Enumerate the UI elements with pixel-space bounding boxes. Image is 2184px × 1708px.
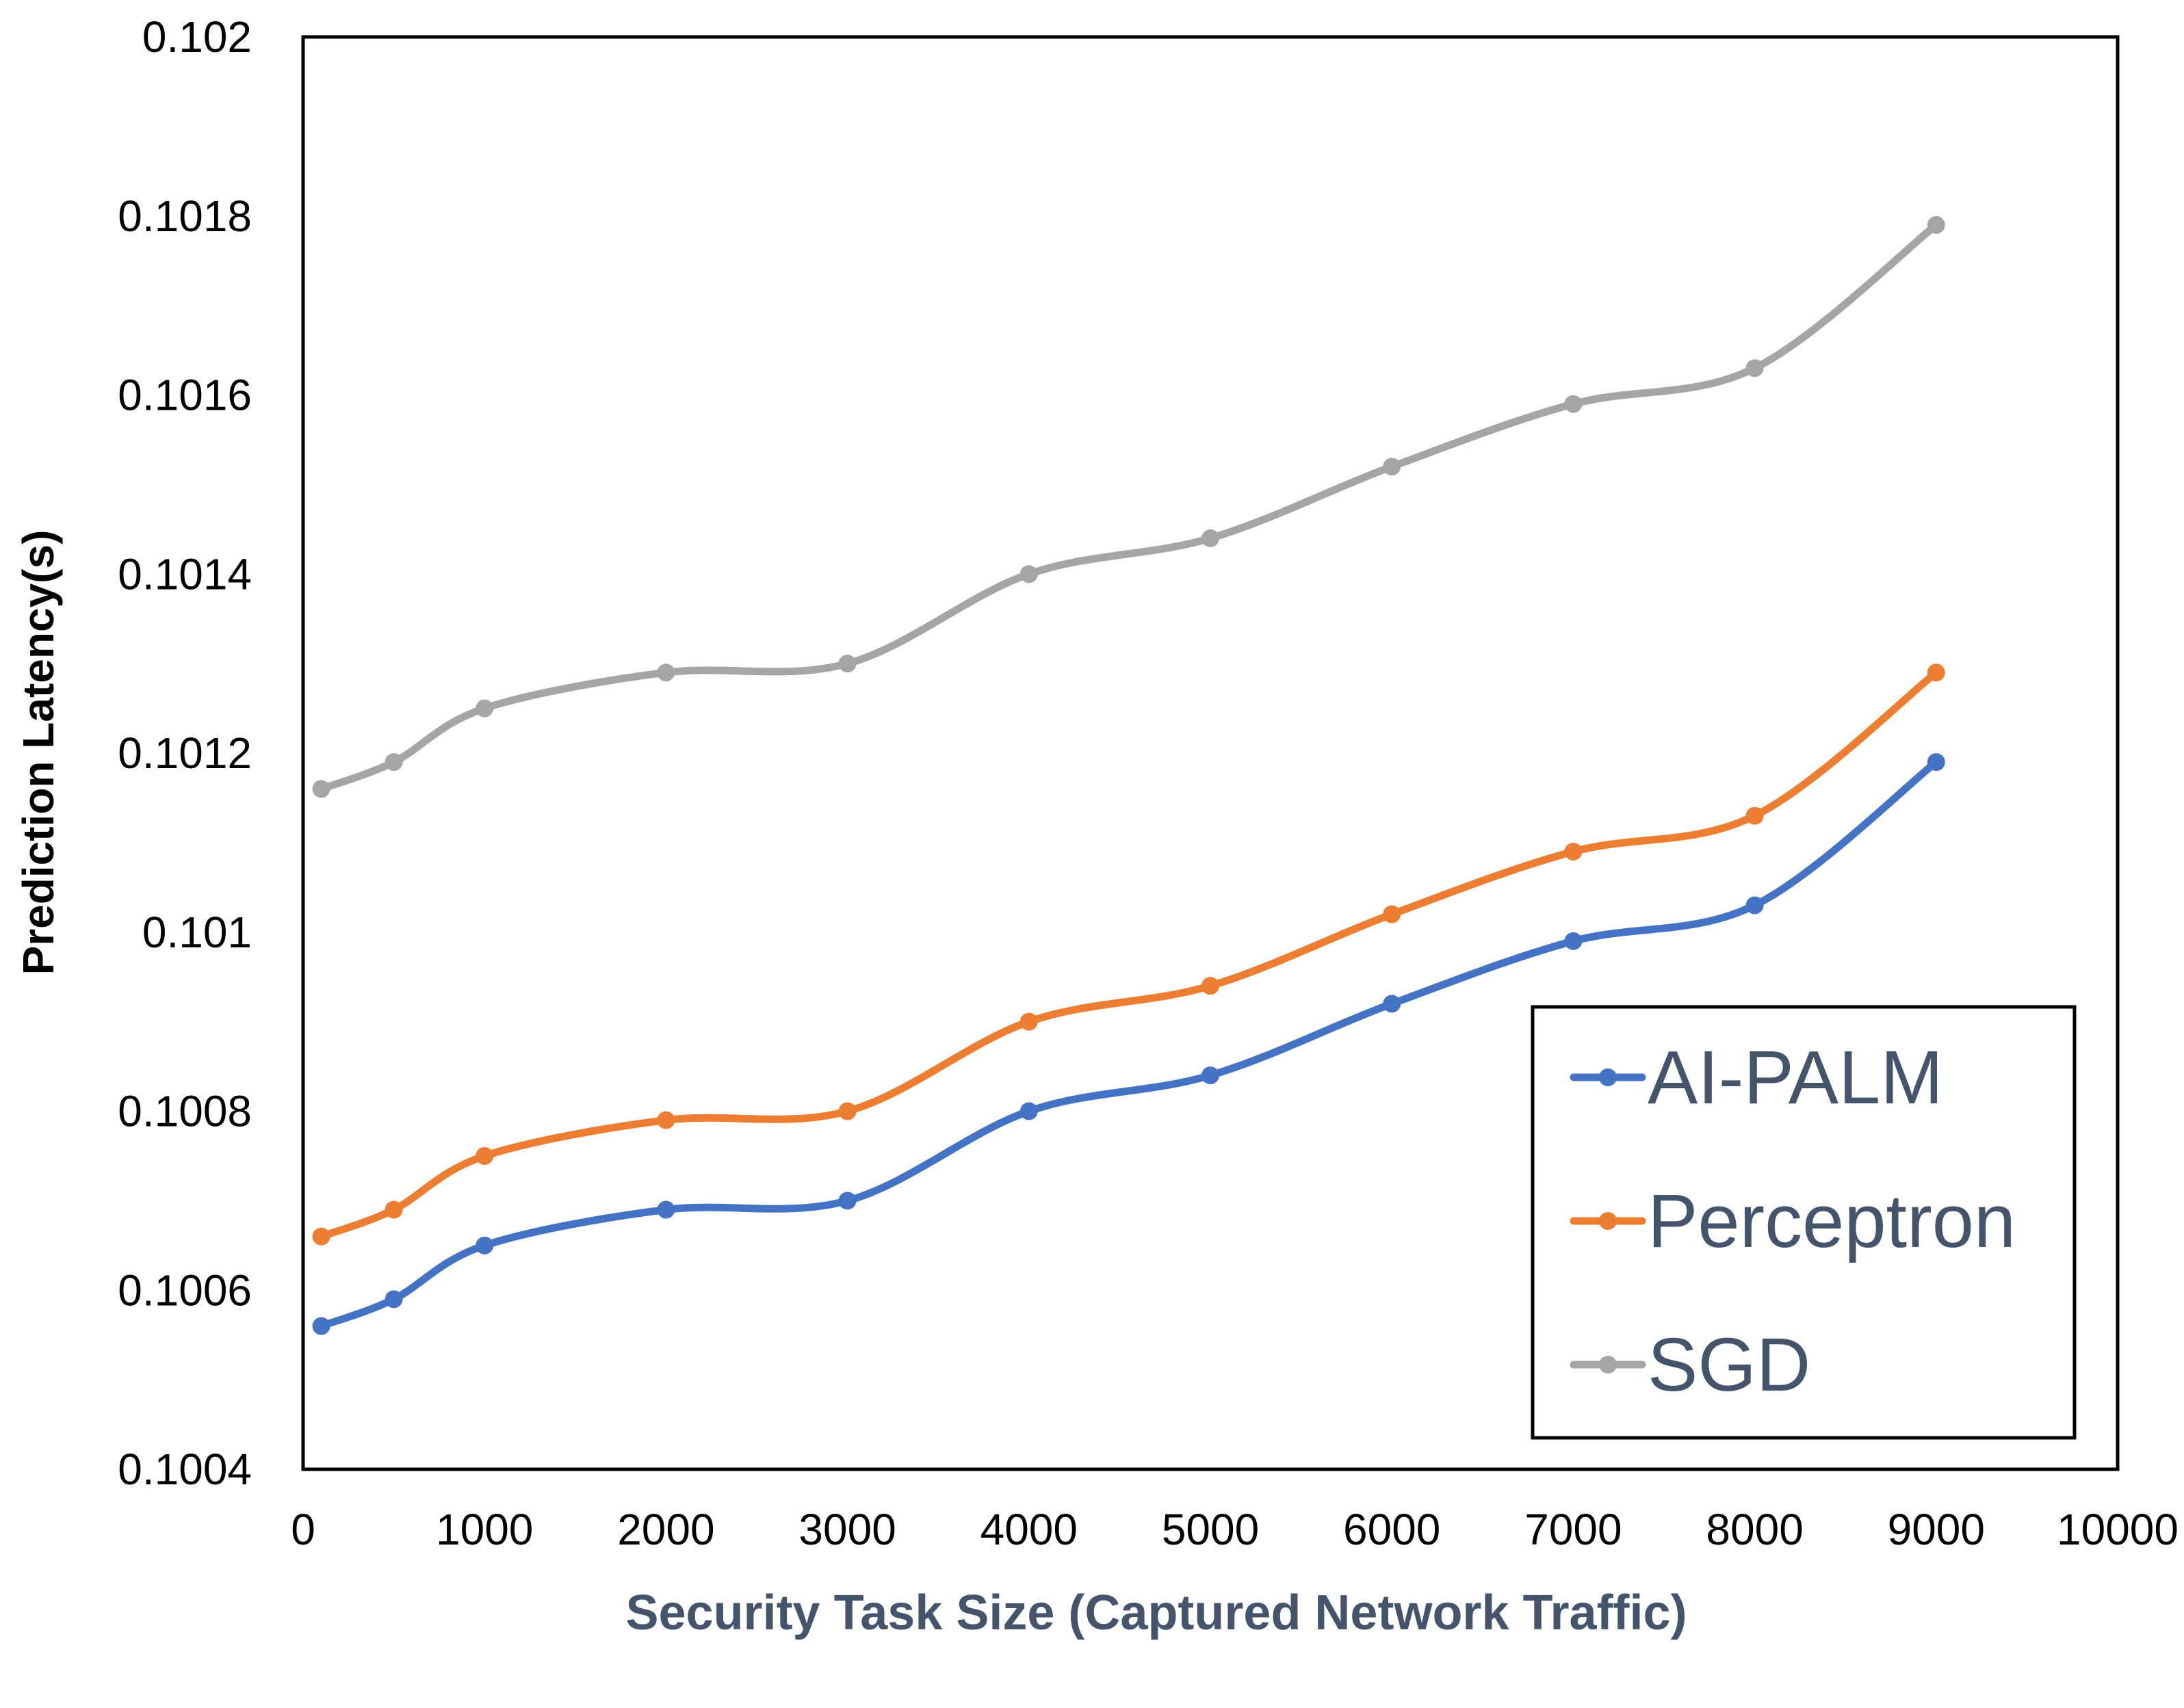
- y-tick-label: 0.1008: [118, 1087, 252, 1136]
- data-point-sgd: [1564, 395, 1583, 413]
- data-point-sgd: [657, 664, 675, 682]
- x-tick-label: 5000: [1162, 1505, 1259, 1554]
- data-point-perceptron: [1564, 842, 1583, 860]
- plot-frame: [301, 35, 2120, 1471]
- data-point-ai-palm: [1745, 896, 1764, 915]
- data-point-perceptron: [838, 1102, 857, 1120]
- series-line-sgd: [317, 221, 1940, 793]
- data-point-ai-palm: [838, 1192, 857, 1210]
- legend-label-ai-palm: AI-PALM: [1648, 1036, 1943, 1120]
- data-point-perceptron: [1201, 977, 1219, 995]
- x-tick-label: 3000: [798, 1505, 896, 1554]
- data-point-perceptron: [1745, 806, 1764, 825]
- data-point-perceptron: [657, 1111, 675, 1129]
- y-tick-label: 0.1014: [118, 549, 252, 599]
- x-tick-label: 10000: [2057, 1505, 2179, 1554]
- data-point-ai-palm: [1927, 753, 1945, 772]
- data-point-ai-palm: [657, 1200, 675, 1219]
- legend: AI-PALM Perceptron SGD: [1531, 1005, 2077, 1440]
- x-tick-label: 9000: [1888, 1505, 1985, 1554]
- y-tick-label: 0.1006: [118, 1265, 252, 1315]
- y-tick-label: 0.1018: [118, 192, 252, 241]
- data-point-sgd: [476, 699, 494, 718]
- y-tick-label: 0.1004: [118, 1445, 252, 1494]
- x-tick-label: 2000: [617, 1505, 714, 1554]
- data-point-perceptron: [1383, 905, 1401, 923]
- tick-labels: 0.1004 0.1006 0.1008 0.101 0.1012 0.1014 0.101…: [118, 12, 2179, 1554]
- data-point-sgd: [385, 753, 403, 772]
- data-point-sgd: [1927, 215, 1945, 234]
- data-point-perceptron: [1927, 664, 1945, 682]
- legend-marker-sgd: [1599, 1356, 1617, 1374]
- data-point-perceptron: [476, 1146, 494, 1165]
- data-point-perceptron: [385, 1200, 403, 1219]
- data-point-ai-palm: [1564, 932, 1583, 950]
- data-point-sgd: [838, 655, 857, 673]
- x-tick-label: 6000: [1343, 1505, 1440, 1554]
- legend-label-sgd: SGD: [1648, 1323, 1810, 1407]
- legend-marker-perceptron: [1599, 1212, 1617, 1230]
- data-point-sgd: [1745, 359, 1764, 378]
- y-tick-label: 0.102: [142, 12, 252, 62]
- data-point-sgd: [312, 780, 330, 798]
- series-line-ai-palm: [317, 758, 1940, 1330]
- legend-label-perceptron: Perceptron: [1648, 1179, 2016, 1263]
- legend-items: AI-PALM Perceptron SGD: [1570, 1036, 2016, 1407]
- x-tick-label: 7000: [1524, 1505, 1622, 1554]
- data-point-ai-palm: [1019, 1102, 1038, 1120]
- series-lines: [317, 221, 1940, 1330]
- x-tick-label: 0: [291, 1505, 315, 1554]
- data-point-sgd: [1201, 529, 1219, 547]
- legend-marker-ai-palm: [1599, 1068, 1617, 1086]
- series-line-perceptron: [317, 668, 1940, 1241]
- y-tick-label: 0.101: [142, 908, 252, 957]
- data-point-ai-palm: [476, 1236, 494, 1254]
- data-point-perceptron: [312, 1227, 330, 1246]
- x-tick-label: 4000: [980, 1505, 1078, 1554]
- x-tick-label: 8000: [1706, 1505, 1803, 1554]
- axes: [301, 35, 2120, 1471]
- y-tick-label: 0.1012: [118, 728, 252, 778]
- x-tick-label: 1000: [436, 1505, 533, 1554]
- y-tick-label: 0.1016: [118, 371, 252, 420]
- data-point-sgd: [1383, 458, 1401, 476]
- data-point-ai-palm: [1383, 995, 1401, 1013]
- series-markers: [312, 215, 1945, 1335]
- data-point-ai-palm: [312, 1317, 330, 1335]
- y-axis-title: Prediction Latency(s): [14, 530, 63, 975]
- data-point-ai-palm: [1201, 1066, 1219, 1085]
- data-point-sgd: [1019, 565, 1038, 583]
- data-point-ai-palm: [385, 1290, 403, 1309]
- data-point-perceptron: [1019, 1012, 1038, 1031]
- x-axis-title: Security Task Size (Captured Network Tra…: [625, 1586, 1687, 1640]
